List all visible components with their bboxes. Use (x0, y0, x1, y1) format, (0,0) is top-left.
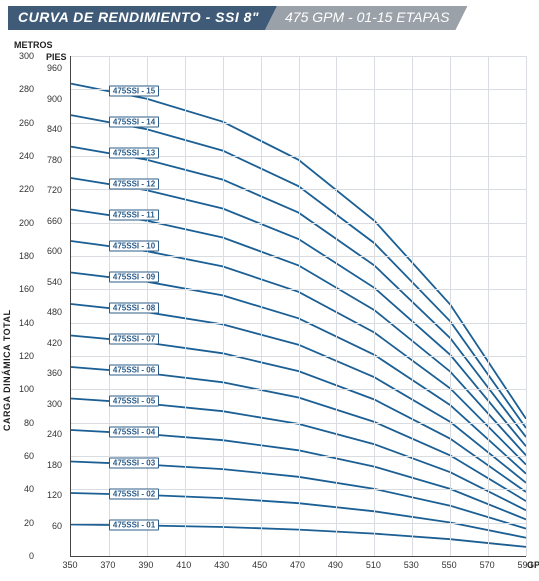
x-tick: 590 (517, 560, 532, 570)
series-label: 475SSI - 13 (109, 148, 159, 159)
series-label: 475SSI - 09 (109, 272, 159, 283)
meters-tick: 200 (10, 218, 34, 228)
series-label: 475SSI - 01 (109, 520, 159, 531)
feet-tick: 420 (38, 338, 62, 348)
meters-tick: 40 (10, 484, 34, 494)
feet-tick: 660 (38, 216, 62, 226)
series-label: 475SSI - 10 (109, 241, 159, 252)
meters-tick: 160 (10, 284, 34, 294)
x-tick: 370 (100, 560, 115, 570)
series-label: 475SSI - 04 (109, 427, 159, 438)
pies-label: PIES (46, 52, 67, 62)
x-tick: 350 (62, 560, 77, 570)
x-tick: 410 (176, 560, 191, 570)
feet-tick: 120 (38, 490, 62, 500)
x-tick: 450 (252, 560, 267, 570)
x-tick: 570 (480, 560, 495, 570)
meters-tick: 60 (10, 451, 34, 461)
meters-tick: 140 (10, 318, 34, 328)
meters-tick: 20 (10, 518, 34, 528)
feet-tick: 360 (38, 368, 62, 378)
x-tick: 550 (442, 560, 457, 570)
meters-tick: 180 (10, 251, 34, 261)
series-label: 475SSI - 05 (109, 396, 159, 407)
meters-tick: 100 (10, 384, 34, 394)
feet-tick: 480 (38, 307, 62, 317)
series-label: 475SSI - 14 (109, 117, 159, 128)
series-label: 475SSI - 08 (109, 303, 159, 314)
meters-tick: 260 (10, 118, 34, 128)
meters-tick: 80 (10, 418, 34, 428)
feet-tick: 840 (38, 124, 62, 134)
meters-tick: 300 (10, 51, 34, 61)
x-tick: 530 (404, 560, 419, 570)
chart-header: CURVA DE RENDIMIENTO - SSI 8" 475 GPM - … (8, 6, 531, 30)
feet-tick: 960 (38, 63, 62, 73)
plot-region: 475SSI - 01 475SSI - 02 475SSI - 03 475SSI … (70, 56, 526, 557)
meters-tick: 120 (10, 351, 34, 361)
series-label: 475SSI - 03 (109, 458, 159, 469)
meters-tick: 0 (10, 551, 34, 561)
chart-area: CARGA DINÁMICA TOTAL METROS PIES GPM 475… (0, 36, 539, 581)
series-label: 475SSI - 06 (109, 365, 159, 376)
y-axis-title: CARGA DINÁMICA TOTAL (2, 310, 12, 432)
feet-tick: 240 (38, 429, 62, 439)
feet-tick: 780 (38, 155, 62, 165)
x-tick: 510 (366, 560, 381, 570)
feet-tick: 540 (38, 277, 62, 287)
series-label: 475SSI - 12 (109, 179, 159, 190)
x-tick: 470 (290, 560, 305, 570)
series-label: 475SSI - 15 (109, 86, 159, 97)
x-tick: 430 (214, 560, 229, 570)
feet-tick: 600 (38, 246, 62, 256)
meters-tick: 240 (10, 151, 34, 161)
series-label: 475SSI - 11 (109, 210, 159, 221)
metros-label: METROS (14, 40, 53, 50)
header-title-left: CURVA DE RENDIMIENTO - SSI 8" (8, 6, 277, 30)
x-tick: 390 (138, 560, 153, 570)
feet-tick: 720 (38, 185, 62, 195)
meters-tick: 220 (10, 184, 34, 194)
series-label: 475SSI - 02 (109, 489, 159, 500)
header-title-right: 475 GPM - 01-15 ETAPAS (265, 6, 467, 30)
series-label: 475SSI - 07 (109, 334, 159, 345)
feet-tick: 180 (38, 460, 62, 470)
meters-tick: 280 (10, 84, 34, 94)
feet-tick: 60 (38, 521, 62, 531)
x-tick: 490 (328, 560, 343, 570)
feet-tick: 900 (38, 94, 62, 104)
feet-tick: 300 (38, 399, 62, 409)
